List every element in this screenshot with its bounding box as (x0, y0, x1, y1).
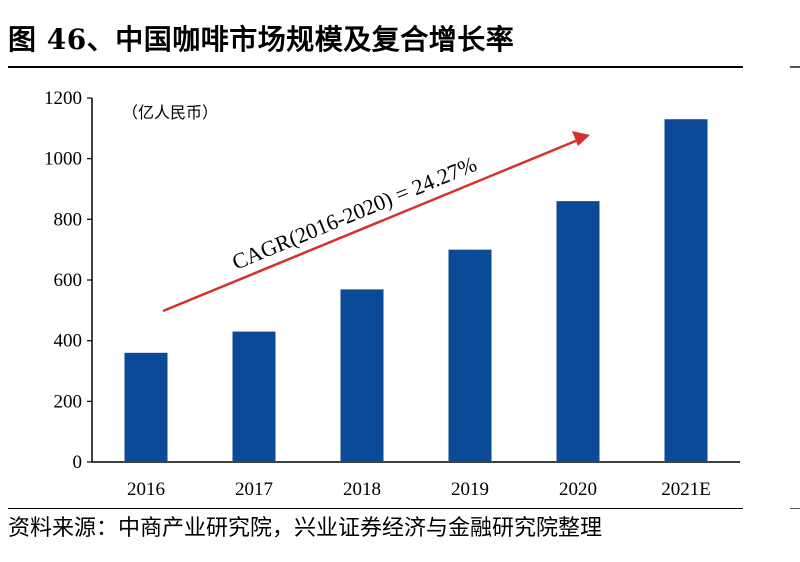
y-tick-label: 200 (54, 391, 83, 412)
y-tick-label: 1200 (44, 88, 82, 109)
x-tick-label: 2020 (559, 479, 597, 500)
source-divider (8, 508, 743, 509)
y-tick-label: 400 (54, 331, 83, 352)
y-tick-label: 800 (54, 209, 83, 230)
cagr-arrow (162, 138, 579, 313)
x-tick-label: 2021E (661, 479, 711, 500)
bar-2021E (664, 119, 708, 462)
y-tick-label: 0 (73, 452, 83, 473)
cagr-annotation: CAGR(2016-2020) = 24.27% (228, 151, 480, 274)
bar-2019 (448, 249, 492, 462)
bar-2016 (124, 352, 168, 462)
bar-2017 (232, 331, 276, 462)
chart-title: 图 46、中国咖啡市场规模及复合增长率 (8, 23, 515, 56)
adjacent-column-divider (790, 66, 800, 68)
y-tick-label: 1000 (44, 149, 82, 170)
x-axis-labels: 2016 2017 2018 2019 2020 2021E (127, 479, 711, 500)
cagr-arrow-group: CAGR(2016-2020) = 24.27% (162, 131, 590, 313)
bar-2018 (340, 289, 384, 462)
y-axis-ticks: 0 200 400 600 800 1000 1200 (44, 88, 92, 473)
source-note: 资料来源：中商产业研究院，兴业证券经济与金融研究院整理 (8, 516, 603, 541)
unit-label: （亿人民币） (122, 103, 218, 122)
x-tick-label: 2017 (235, 479, 273, 500)
x-tick-label: 2016 (127, 479, 165, 500)
title-divider (8, 66, 743, 68)
chart-axes (91, 98, 740, 463)
cagr-arrowhead (572, 131, 590, 146)
bar-series (124, 119, 708, 462)
x-tick-label: 2018 (343, 479, 381, 500)
bar-2020 (556, 201, 600, 462)
y-tick-label: 600 (54, 270, 83, 291)
adjacent-column-divider-bottom (790, 508, 800, 509)
x-tick-label: 2019 (451, 479, 489, 500)
